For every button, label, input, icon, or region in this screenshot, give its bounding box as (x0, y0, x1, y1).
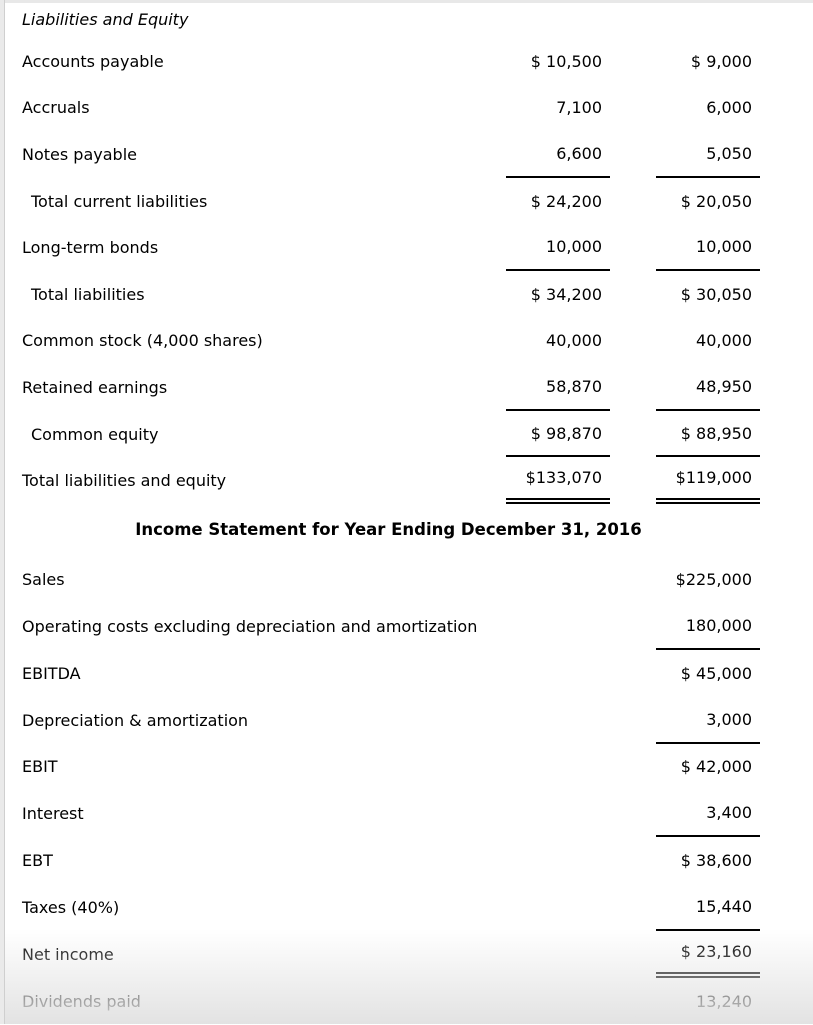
row-label: EBT (22, 851, 53, 871)
amount-col2: $ 20,050 (680, 191, 752, 211)
amount-col1: 7,100 (556, 98, 602, 118)
page-left-edge (0, 0, 5, 1024)
amount: 15,440 (656, 884, 760, 932)
amount-col2: 10,000 (656, 224, 760, 271)
income-statement-row: Depreciation & amortization 3,000 (0, 697, 813, 744)
income-statement-row: Taxes (40%) 15,440 (0, 884, 813, 932)
row-label: Retained earnings (22, 377, 168, 397)
balance-sheet-row: Retained earnings 58,870 48,950 (0, 364, 813, 411)
row-label: Operating costs excluding depreciation a… (22, 616, 478, 636)
income-statement-row: Sales $225,000 (0, 556, 813, 603)
amount: $ 23,160 (656, 931, 760, 978)
balance-sheet-row: Total liabilities and equity $133,070 $119… (0, 457, 813, 504)
row-label: Total liabilities and equity (22, 471, 227, 491)
income-statement-row: EBT $ 38,600 (0, 837, 813, 884)
income-statement-title: Income Statement for Year Ending Decembe… (135, 520, 642, 540)
income-statement-rows: Sales $225,000 Operating costs excluding d… (0, 556, 813, 1025)
row-label: Taxes (40%) (22, 898, 120, 918)
balance-sheet-row: Total liabilities $ 34,200 $ 30,050 (0, 271, 813, 318)
row-label: EBIT (22, 757, 58, 777)
row-label: Long-term bonds (22, 238, 159, 258)
balance-sheet-row: Common stock (4,000 shares) 40,000 40,000 (0, 318, 813, 365)
amount-col1: 6,600 (506, 131, 610, 178)
amount-col2: $ 30,050 (680, 284, 752, 304)
amount-col2: $119,000 (656, 457, 760, 504)
income-statement-row: EBITDA $ 45,000 (0, 650, 813, 697)
amount: 3,000 (656, 697, 760, 744)
row-label: Accruals (22, 98, 90, 118)
balance-sheet-row: Long-term bonds 10,000 10,000 (0, 224, 813, 271)
amount-col2: 5,050 (656, 131, 760, 178)
row-label: Total current liabilities (31, 191, 208, 211)
amount: $ 38,600 (680, 851, 752, 871)
balance-sheet-row: Notes payable 6,600 5,050 (0, 131, 813, 178)
income-statement-row: Dividends paid 13,240 (0, 978, 813, 1025)
amount-col2: $ 9,000 (690, 51, 752, 71)
income-statement-row: Interest 3,400 (0, 790, 813, 838)
balance-sheet-row: Accounts payable $ 10,500 $ 9,000 (0, 38, 813, 85)
income-statement-row: Net income $ 23,160 (0, 931, 813, 978)
amount-col1: $ 10,500 (530, 51, 602, 71)
balance-sheet-section-header-row: Liabilities and Equity (0, 0, 813, 38)
amount: 13,240 (696, 991, 752, 1011)
row-label: Net income (22, 945, 114, 964)
amount: 3,400 (656, 790, 760, 838)
amount-col2: 48,950 (656, 364, 760, 411)
page-top-edge (0, 0, 813, 3)
row-label: Common stock (4,000 shares) (22, 331, 263, 351)
amount: $ 45,000 (680, 663, 752, 683)
amount: 180,000 (656, 603, 760, 650)
amount-col1: 40,000 (546, 331, 602, 351)
row-label: Notes payable (22, 144, 137, 164)
income-statement-row: EBIT $ 42,000 (0, 744, 813, 791)
amount-col2: 6,000 (706, 98, 752, 118)
amount-col2: $ 88,950 (656, 411, 760, 458)
row-label: Total liabilities (31, 284, 145, 304)
row-label: Sales (22, 569, 65, 589)
income-statement-row: Operating costs excluding depreciation a… (0, 603, 813, 650)
balance-sheet-row: Common equity $ 98,870 $ 88,950 (0, 411, 813, 458)
amount-col1: $ 24,200 (530, 191, 602, 211)
amount: $ 42,000 (680, 757, 752, 777)
balance-sheet-row: Total current liabilities $ 24,200 $ 20,05… (0, 178, 813, 225)
row-label: Accounts payable (22, 51, 164, 71)
balance-sheet-row: Accruals 7,100 6,000 (0, 85, 813, 132)
amount-col1: $ 34,200 (530, 284, 602, 304)
row-label: Dividends paid (22, 991, 141, 1011)
row-label: Common equity (31, 424, 159, 444)
amount-col2: 40,000 (696, 331, 752, 351)
row-label: Depreciation & amortization (22, 710, 249, 730)
amount: $225,000 (675, 569, 752, 589)
row-label: EBITDA (22, 663, 81, 683)
amount-col1: $ 98,870 (506, 411, 610, 458)
amount-col1: 10,000 (506, 224, 610, 271)
amount-col1: $133,070 (506, 457, 610, 504)
amount-col1: 58,870 (506, 364, 610, 411)
liabilities-and-equity-heading: Liabilities and Equity (22, 9, 189, 29)
balance-sheet-rows: Accounts payable $ 10,500 $ 9,000 Accruals 7… (0, 38, 813, 504)
row-label: Interest (22, 804, 84, 824)
